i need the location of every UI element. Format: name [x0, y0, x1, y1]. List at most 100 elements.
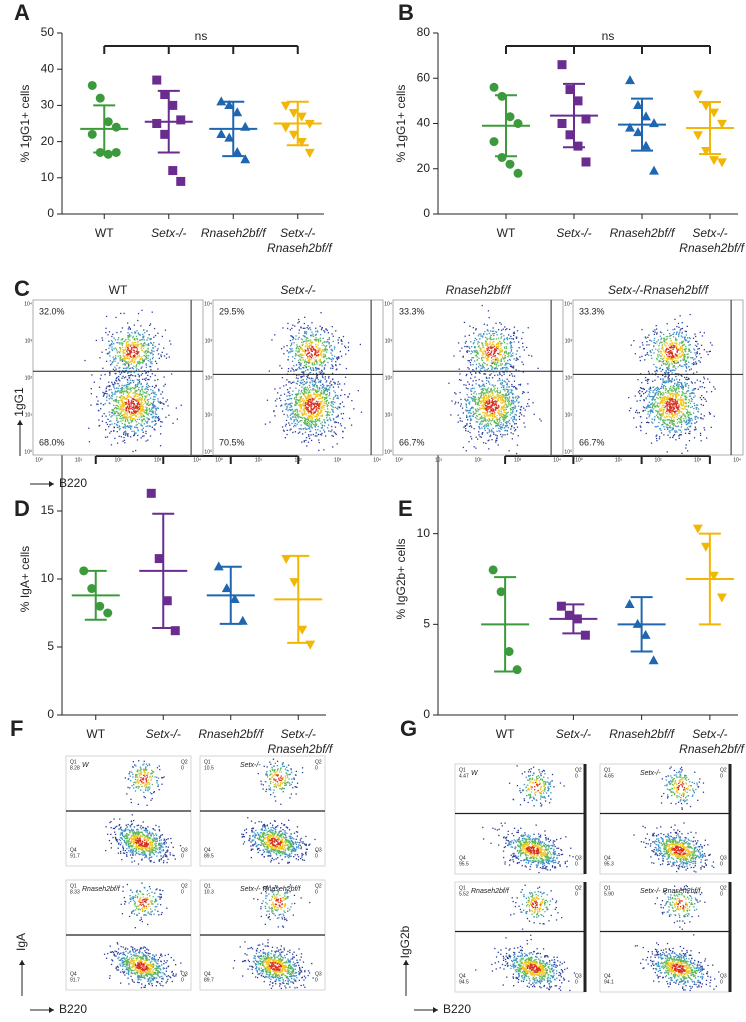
event-dot [482, 405, 484, 407]
event-dot [97, 403, 99, 405]
y-tick-label: 10³ [25, 339, 33, 345]
event-dot [127, 426, 129, 428]
event-dot [141, 429, 143, 431]
event-dot [300, 355, 302, 357]
event-dot [290, 409, 292, 412]
event-dot [125, 433, 127, 435]
event-dot [322, 354, 324, 356]
event-dot [111, 335, 113, 338]
event-dot [478, 413, 480, 416]
event-dot [129, 414, 131, 416]
event-dot [500, 396, 502, 398]
event-dot [146, 358, 148, 360]
event-dot [154, 345, 156, 348]
event-dot [120, 312, 122, 315]
event-dot [130, 413, 132, 415]
event-dot [134, 360, 136, 362]
event-dot [479, 338, 481, 340]
event-dot [678, 356, 680, 358]
event-dot [682, 354, 684, 357]
event-dot [485, 354, 487, 357]
event-dot [287, 404, 289, 406]
event-dot [505, 416, 507, 419]
event-dot [480, 392, 483, 394]
event-dot [333, 355, 336, 357]
event-dot [671, 372, 673, 374]
event-dot [148, 407, 150, 410]
event-dot [110, 430, 112, 433]
event-dot [124, 402, 127, 404]
event-dot [134, 406, 136, 408]
event-dot [323, 359, 326, 362]
event-dot [681, 350, 683, 352]
event-dot [318, 404, 321, 406]
event-dot [318, 368, 320, 370]
event-dot [307, 418, 309, 421]
event-dot [132, 360, 134, 362]
event-dot [101, 420, 104, 422]
event-dot [138, 360, 141, 362]
data-point [168, 100, 178, 110]
event-dot [327, 361, 329, 364]
event-dot [312, 378, 314, 380]
event-dot [125, 387, 127, 389]
event-dot [512, 418, 514, 420]
y-tick-label: 10² [25, 376, 33, 382]
event-dot [500, 336, 503, 338]
event-dot [328, 375, 330, 378]
event-dot [138, 361, 140, 364]
event-dot [297, 359, 300, 362]
data-point [280, 101, 291, 111]
event-dot [120, 418, 122, 420]
event-dot [474, 360, 476, 362]
event-dot [153, 336, 155, 338]
event-dot [105, 421, 107, 424]
event-dot [504, 401, 506, 403]
event-dot [467, 388, 469, 390]
event-dot [303, 417, 305, 419]
event-dot [344, 427, 346, 429]
event-dot [129, 328, 131, 330]
event-dot [492, 341, 494, 343]
event-dot [479, 372, 481, 374]
event-dot [309, 401, 311, 403]
data-point [87, 584, 97, 594]
event-dot [306, 402, 309, 404]
data-point [229, 594, 240, 603]
event-dot [314, 353, 317, 355]
event-dot [309, 327, 311, 329]
event-dot [493, 396, 495, 398]
event-dot [488, 343, 490, 346]
event-dot [110, 420, 112, 422]
event-dot [124, 442, 126, 444]
event-dot [281, 367, 283, 369]
event-dot [486, 333, 488, 335]
event-dot [322, 350, 324, 353]
event-dot [146, 382, 148, 384]
event-dot [486, 354, 488, 356]
event-dot [292, 350, 294, 352]
event-dot [302, 384, 304, 386]
event-dot [143, 415, 145, 418]
data-point [95, 601, 105, 611]
event-dot [121, 408, 123, 410]
event-dot [295, 338, 297, 340]
event-dot [307, 391, 310, 394]
event-dot [510, 428, 512, 430]
event-dot [114, 407, 116, 409]
data-point [624, 598, 635, 608]
event-dot [512, 355, 514, 357]
event-dot [138, 356, 140, 358]
event-dot [478, 366, 480, 368]
data-point [512, 665, 522, 675]
event-dot [119, 373, 121, 375]
event-dot [312, 364, 314, 366]
event-dot [495, 331, 498, 333]
event-dot [503, 357, 506, 359]
event-dot [316, 420, 318, 422]
event-dot [676, 351, 678, 353]
event-dot [97, 400, 99, 402]
event-dot [692, 337, 695, 339]
event-dot [106, 353, 108, 355]
event-dot [495, 434, 497, 436]
